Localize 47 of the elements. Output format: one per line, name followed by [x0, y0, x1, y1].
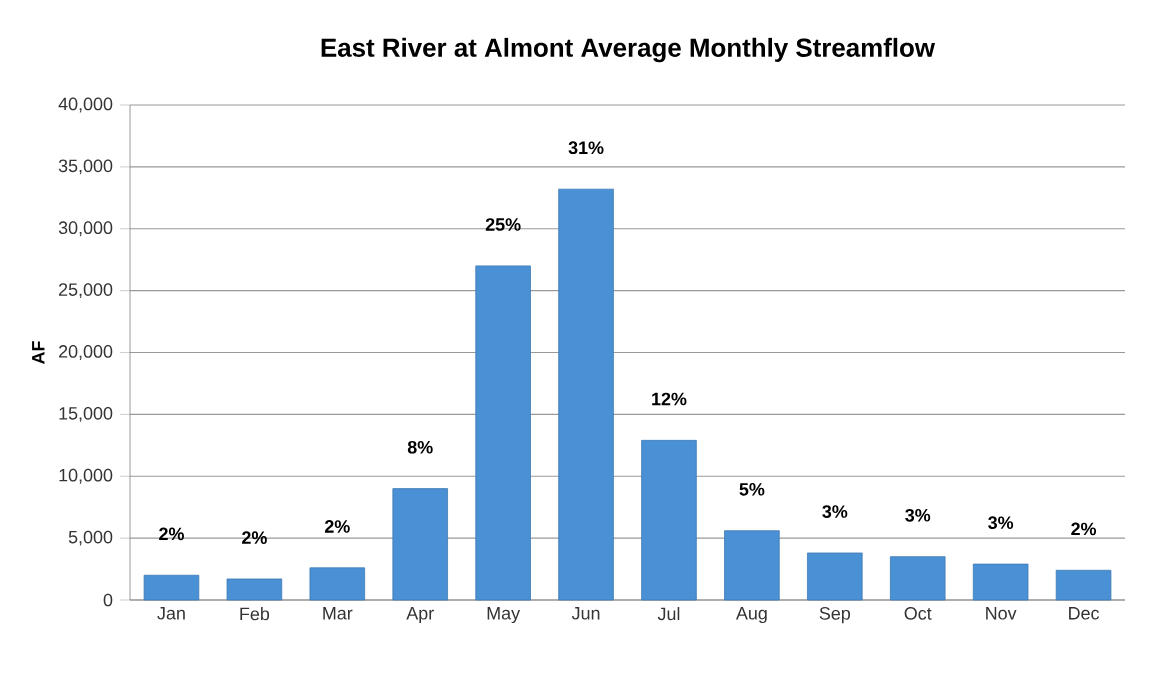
bar [143, 574, 200, 601]
bar [889, 556, 946, 601]
x-tick-label: Jun [571, 607, 600, 620]
bar [558, 188, 614, 601]
bar [392, 488, 448, 601]
y-axis-title: AF [32, 341, 45, 365]
x-tick-label: Apr [406, 607, 434, 624]
annotation: 31% [568, 141, 604, 155]
annotation: 3% [988, 516, 1014, 530]
annotation: 2% [242, 531, 267, 544]
y-tick-label: 20,000 [59, 345, 113, 360]
bar [226, 578, 283, 601]
annotation: 2% [324, 520, 350, 533]
x-tick-label: Aug [735, 607, 767, 624]
bar [807, 552, 863, 601]
x-tick-label: Jul [657, 607, 680, 621]
x-tick-label: Dec [1069, 607, 1100, 620]
y-tick-label: 40,000 [58, 97, 113, 113]
annotation: 2% [159, 527, 184, 541]
x-tick-label: May [487, 607, 521, 624]
annotation: 3% [905, 508, 931, 522]
y-tick-label: 10,000 [59, 468, 113, 484]
annotation: 2% [1071, 522, 1097, 536]
bar [972, 563, 1029, 601]
y-tick-label: 5,000 [68, 530, 113, 546]
bar [641, 439, 697, 601]
x-tick-label: Nov [986, 607, 1017, 620]
y-tick-label: 30,000 [58, 221, 113, 237]
bar [309, 567, 366, 601]
bar [475, 265, 531, 601]
annotation: 8% [407, 440, 433, 454]
bar [1055, 569, 1112, 601]
annotation: 12% [652, 392, 687, 406]
y-tick-label: 0 [103, 593, 113, 607]
x-tick-label: Mar [323, 607, 353, 620]
bar [724, 530, 780, 601]
x-tick-label: Oct [904, 607, 932, 620]
chart-title: East River at Almont Average Monthly Streamflow [321, 37, 936, 63]
annotation: 3% [822, 505, 848, 518]
x-tick-label: Feb [240, 607, 270, 621]
y-tick-label: 25,000 [59, 283, 113, 299]
x-tick-label: Jan [157, 607, 185, 620]
x-tick-label: Sep [819, 607, 851, 624]
y-tick-label: 35,000 [58, 159, 113, 175]
annotation: 25% [485, 218, 521, 231]
annotation: 5% [739, 483, 765, 496]
y-tick-label: 15,000 [59, 406, 113, 422]
